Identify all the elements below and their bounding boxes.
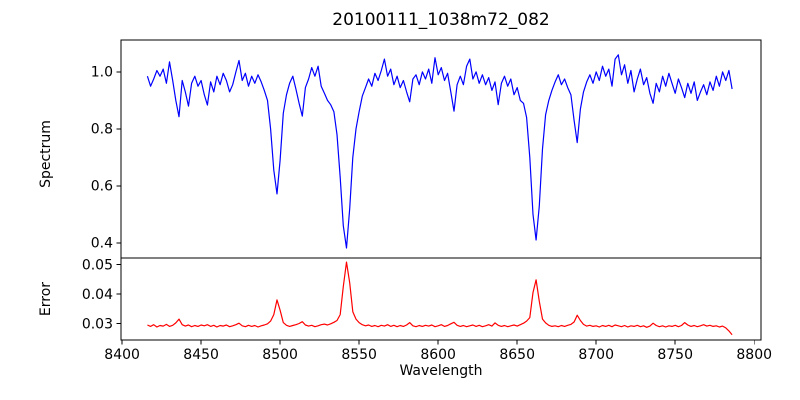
y-tick-label: 0.4 xyxy=(91,236,113,252)
x-tick-label: 8550 xyxy=(341,347,377,363)
axes-spine-spectrum xyxy=(120,39,762,259)
error-line xyxy=(147,261,733,336)
chart-title: 20100111_1038m72_082 xyxy=(332,10,550,30)
y-tick-label: 1.0 xyxy=(91,65,113,81)
x-tick-label: 8400 xyxy=(104,347,140,363)
y-tick-label: 0.04 xyxy=(82,287,113,303)
x-tick-label: 8450 xyxy=(183,347,219,363)
x-tick-label: 8700 xyxy=(578,347,614,363)
x-tick-label: 8600 xyxy=(420,347,456,363)
x-axis-label: Wavelength xyxy=(399,363,483,379)
x-tick-label: 8750 xyxy=(657,347,693,363)
y-tick-label: 0.6 xyxy=(91,179,113,195)
y-tick-label: 0.05 xyxy=(82,257,113,273)
axes-spine-error xyxy=(120,257,762,341)
spectrum-line xyxy=(146,54,733,249)
x-tick-label: 8500 xyxy=(262,347,298,363)
x-tick-label: 8800 xyxy=(736,347,772,363)
x-tick-label: 8650 xyxy=(499,347,535,363)
y-tick-label: 0.8 xyxy=(91,122,113,138)
y-tick-label: 0.03 xyxy=(82,316,113,332)
